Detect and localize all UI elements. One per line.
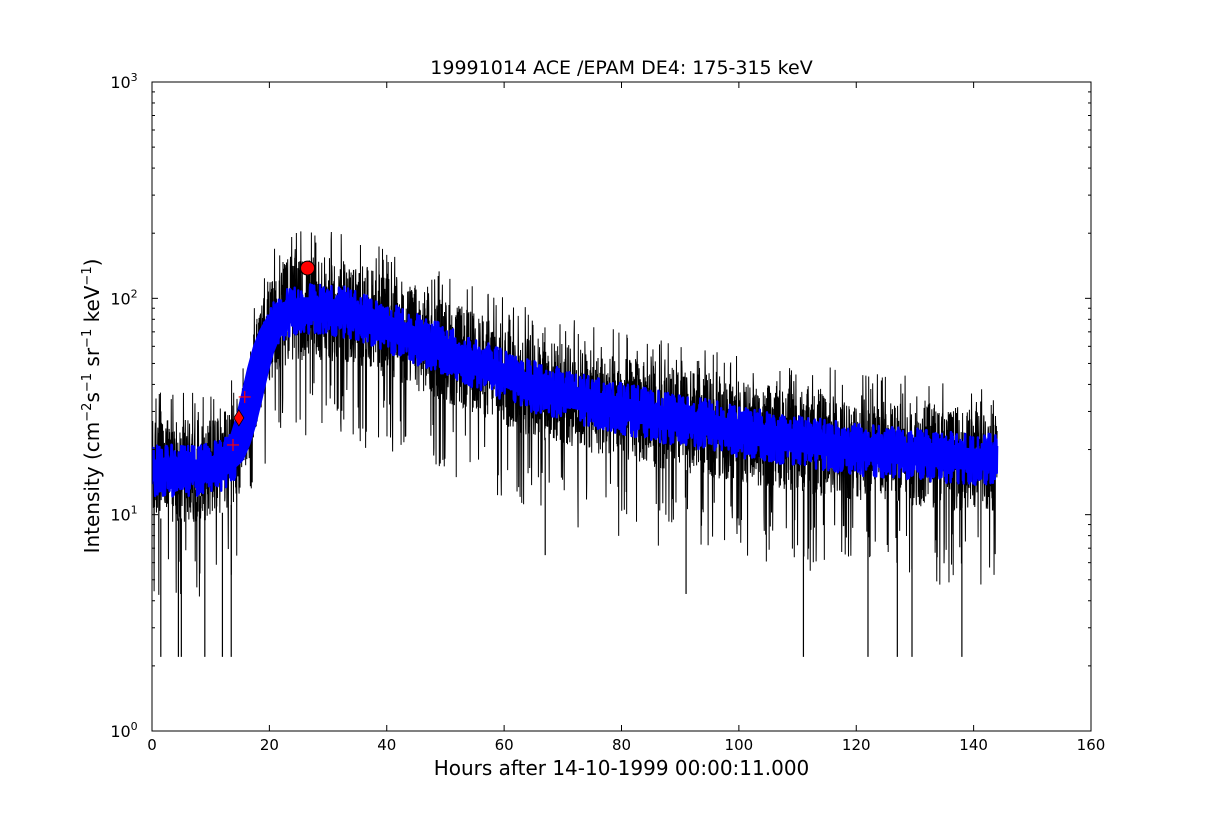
raw-intensity-line	[152, 231, 998, 597]
chart-title: 19991014 ACE /EPAM DE4: 175-315 keV	[430, 57, 812, 79]
x-axis-label: Hours after 14-10-1999 00:00:11.000	[434, 756, 810, 780]
marker-layer	[226, 260, 316, 451]
y-tick-label: 101	[110, 504, 137, 525]
y-tick-label: 100	[110, 720, 137, 741]
x-tick-label: 0	[147, 736, 157, 754]
plus-marker	[238, 390, 251, 403]
x-tick-label: 100	[725, 736, 754, 754]
circle-marker	[300, 260, 316, 276]
y-axis-label: Intensity (cm−2s−1 sr−1 keV−1)	[80, 259, 104, 554]
diamond-marker	[233, 409, 245, 427]
x-tick-label: 40	[377, 736, 396, 754]
x-tick-label: 160	[1077, 736, 1106, 754]
y-tick-label: 102	[110, 287, 137, 308]
y-tick-label: 103	[110, 71, 137, 92]
x-tick-label: 80	[612, 736, 631, 754]
x-tick-label: 120	[842, 736, 871, 754]
x-tick-label: 20	[260, 736, 279, 754]
y-axis: 100 101 102 103	[110, 71, 1091, 741]
x-tick-label: 140	[959, 736, 988, 754]
plot-data-layer	[152, 231, 999, 657]
smoothed-band-core	[152, 297, 998, 482]
plus-marker	[226, 438, 239, 451]
x-tick-label: 60	[495, 736, 514, 754]
x-axis: 0 20 40 60 80 100 120 140 160	[147, 82, 1105, 754]
